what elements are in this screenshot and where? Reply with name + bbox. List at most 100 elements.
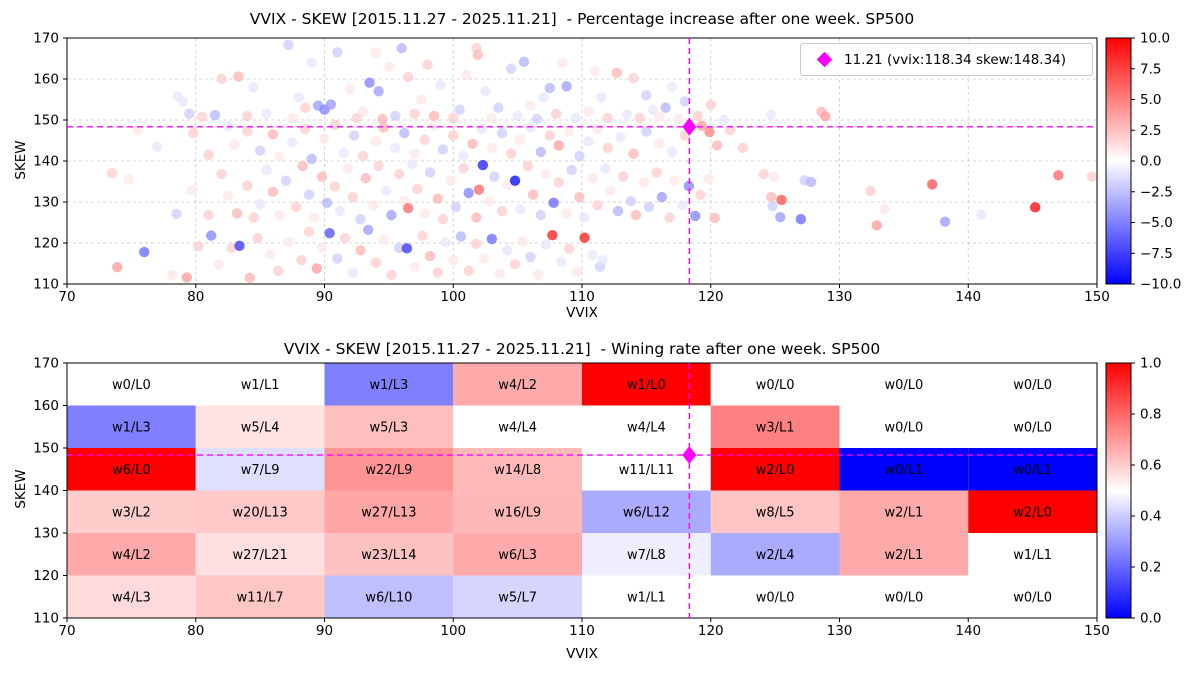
scatter-point: [460, 69, 472, 81]
scatter-point: [280, 175, 292, 186]
scatter-point: [248, 82, 259, 93]
colorbar-tick-label: 0.2: [1140, 560, 1161, 576]
heatmap-cell-label: w1/L3: [112, 420, 151, 435]
colorbar-tick-label: 0.8: [1140, 407, 1161, 423]
scatter-point: [634, 112, 646, 124]
scatter-point: [355, 245, 366, 256]
scatter-point: [509, 259, 521, 270]
scatter-point: [502, 179, 513, 190]
scatter-point: [641, 126, 652, 137]
scatter-point: [378, 234, 389, 245]
heatmap-cell: [195, 405, 325, 448]
scatter-point: [274, 209, 285, 221]
scatter-point: [1086, 171, 1098, 182]
x-tick-label: 100: [440, 289, 466, 305]
heatmap-cell: [710, 490, 840, 533]
x-tick-label: 150: [1084, 623, 1110, 639]
heatmap-cell-label: w5/L7: [498, 590, 537, 605]
scatter-point: [651, 167, 662, 178]
scatter-point: [767, 200, 778, 212]
y-tick-label: 160: [33, 398, 59, 414]
scatter-point: [592, 123, 603, 135]
scatter-point: [342, 163, 353, 174]
scatter-point: [692, 110, 704, 122]
scatter-point: [261, 164, 272, 176]
heatmap-cell: [324, 490, 454, 533]
y-tick-label: 150: [33, 113, 59, 129]
scatter-point: [561, 208, 572, 219]
scatter-point: [574, 150, 585, 162]
scatter-point: [696, 120, 707, 131]
scatter-point: [213, 259, 225, 270]
scatter-point: [583, 106, 594, 118]
scatter-point: [417, 230, 428, 241]
scatter-point: [647, 104, 659, 115]
heatmap-cell-label: w0/L0: [1013, 378, 1052, 393]
scatter-point: [399, 127, 410, 139]
scatter-point: [248, 212, 259, 223]
scatter-point: [505, 148, 517, 159]
heatmap-cell-label: w22/L9: [365, 463, 412, 478]
heatmap-cell-label: w0/L0: [1013, 420, 1052, 435]
scatter-point: [409, 108, 420, 120]
scatter-point: [535, 209, 546, 221]
scatter-point: [677, 200, 688, 211]
heatmap-cell-label: w20/L13: [232, 505, 287, 520]
x-tick-label: 70: [58, 623, 75, 639]
y-tick-label: 140: [33, 154, 59, 170]
scatter-point: [512, 110, 523, 122]
heatmap-cell-label: w2/L1: [884, 505, 923, 520]
scatter-point: [612, 205, 624, 217]
scatter-point: [428, 120, 440, 131]
scatter-point: [679, 96, 691, 107]
scatter-point: [496, 205, 508, 217]
scatter-point: [229, 139, 240, 150]
scatter-point: [517, 236, 528, 247]
scatter-point: [489, 171, 500, 182]
scatter-point: [704, 126, 715, 138]
scatter-point: [602, 142, 613, 154]
scatter-point: [975, 209, 987, 220]
scatter-point: [473, 184, 485, 195]
heatmap-cell-label: w0/L0: [884, 420, 923, 435]
scatter-point: [386, 209, 397, 221]
heatmap-cell: [453, 575, 582, 618]
heatmap-cell-label: w2/L0: [756, 463, 795, 478]
y-tick-label: 170: [33, 31, 59, 47]
scatter-point: [553, 177, 565, 188]
scatter-point: [267, 129, 279, 140]
scatter-point: [393, 242, 405, 254]
scatter-point: [533, 269, 544, 281]
scatter-point: [370, 257, 382, 268]
scatter-point: [233, 71, 244, 82]
scatter-point: [187, 127, 199, 139]
legend: 11.21 (vvix:118.34 skew:148.34): [800, 43, 1093, 76]
heatmap-cell: [195, 363, 325, 406]
legend-label: 11.21 (vvix:118.34 skew:148.34): [844, 51, 1067, 68]
scatter-point: [463, 187, 474, 199]
scatter-point: [654, 138, 665, 149]
scatter-point: [370, 47, 382, 58]
x-tick-label: 110: [569, 623, 595, 639]
scatter-point: [611, 67, 622, 79]
heatmap-cell-label: w0/L1: [884, 463, 923, 478]
heatmap-cell: [839, 363, 969, 406]
scatter-point: [177, 96, 189, 107]
scatter-point: [303, 189, 315, 200]
scatter-point: [234, 240, 245, 252]
scatter-point: [357, 106, 369, 118]
scatter-point: [463, 265, 474, 277]
scatter-point: [602, 112, 613, 124]
scatter-point: [630, 209, 642, 221]
scatter-point: [311, 263, 322, 274]
scatter-point: [244, 272, 256, 284]
scatter-point: [450, 201, 462, 213]
scatter-point: [448, 130, 459, 141]
scatter-point: [299, 102, 311, 113]
scatter-point: [656, 191, 668, 203]
heatmap-cell-label: w0/L0: [756, 378, 795, 393]
heatmap-cell: [453, 405, 582, 448]
scatter-point: [666, 146, 678, 158]
scatter-point: [151, 141, 163, 152]
scatter-point: [448, 255, 459, 266]
